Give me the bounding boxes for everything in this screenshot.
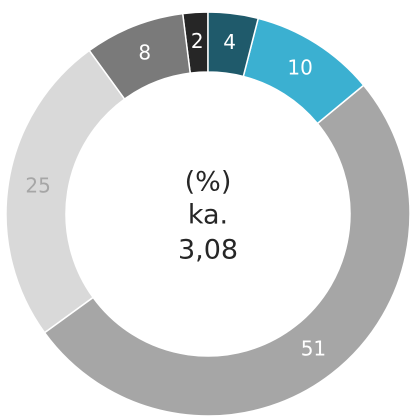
value-label: 10: [287, 55, 312, 79]
value-label: 51: [301, 336, 326, 360]
center-text: (%): [185, 167, 232, 198]
value-label: 25: [25, 174, 50, 198]
wedge: [5, 49, 126, 334]
wedge: [43, 84, 411, 417]
value-label: 8: [138, 41, 151, 65]
wedge: [207, 11, 260, 78]
value-label: 2: [191, 29, 204, 53]
value-label: 4: [223, 30, 236, 54]
wedge: [242, 17, 365, 125]
wedge: [88, 12, 192, 101]
center-text: ka.: [188, 200, 228, 231]
center-text: 3,08: [178, 235, 238, 266]
